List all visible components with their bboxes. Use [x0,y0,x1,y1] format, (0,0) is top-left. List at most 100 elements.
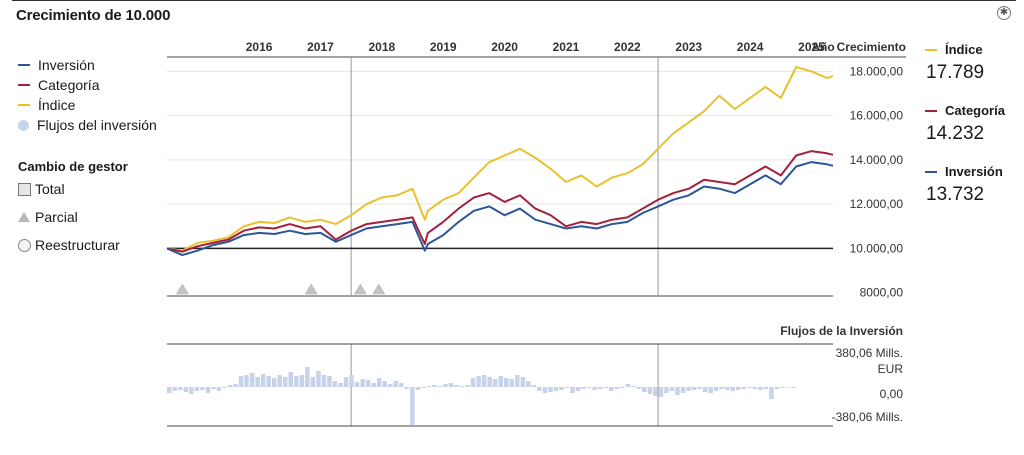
flow-bar [675,387,680,395]
flow-bar [283,377,288,387]
manager-change-title: Cambio de gestor [18,159,128,174]
flow-bar [470,378,476,387]
x-tick-label: 2025 [798,40,825,54]
flow-bar [266,376,271,387]
y-tick-label: 10.000,00 [850,241,904,255]
legend-item-categoria[interactable]: Categoría [18,75,157,95]
flow-bar [509,379,514,387]
flow-bar [642,387,647,392]
flow-bar [575,387,581,391]
x-tick-label: 2018 [368,40,395,54]
flow-bar [763,387,769,389]
flow-bar [620,387,625,388]
flow-bar [189,387,194,394]
flow-bar [553,387,559,391]
flow-bar [730,387,735,391]
flow-bar [216,387,222,391]
flow-bar [653,387,658,396]
flow-bar [609,387,614,391]
flows-tick-label: 380,06 Mills. [836,346,903,360]
manager-change-total[interactable]: Total [18,181,65,197]
flow-bar [492,379,498,387]
legend-item-indice[interactable]: Índice [18,95,157,115]
flow-bar [669,387,675,391]
flow-bar [172,387,177,391]
x-tick-label: 2016 [246,40,273,54]
flow-bar [780,387,785,388]
flow-bar [515,375,520,387]
manager-change-label: Total [35,181,65,197]
flows-tick-label: 0,00 [880,387,904,401]
flow-bar [526,381,531,387]
manager-change-marker [175,283,189,295]
manager-change-reestructurar[interactable]: Reestructurar [18,237,120,253]
y-tick-label: 16.000,00 [850,109,904,123]
chart-title: Crecimiento de 10.000 [16,7,171,24]
x-axis-label: Año [811,40,834,54]
manager-change-parcial[interactable]: Parcial [18,209,78,225]
flow-bar [360,379,365,387]
flow-bar [443,384,448,387]
flow-bar [404,387,410,389]
x-tick-label: 2021 [553,40,580,54]
manager-change-marker [372,283,386,295]
flow-bar [719,387,724,389]
flow-bar [548,387,553,392]
x-tick-label: 2023 [675,40,702,54]
flow-bar [537,387,542,391]
flow-bar [603,387,608,388]
flow-bar [736,387,741,390]
flow-bar [332,381,338,387]
flow-bar [272,378,277,387]
series-line-indice [166,66,834,252]
flow-bar [376,378,382,387]
summary-value: 17.789 [926,62,985,83]
summary-indice: Índice 17.789 [925,42,984,84]
flow-bar [708,387,713,393]
flow-bar [167,387,172,393]
circle-icon [18,238,31,252]
flow-bar [487,377,492,387]
summary-value: 13.732 [926,184,985,205]
flow-bar [200,387,205,390]
flow-bar [249,373,255,387]
flow-bar [288,372,293,387]
flow-bar [531,385,537,387]
flow-bar [205,387,211,393]
y-tick-label: 8000,00 [860,286,904,300]
series-legend: Inversión Categoría Índice Flujos del in… [18,55,157,135]
flow-bar [481,375,487,387]
legend-label: Índice [38,97,76,113]
summary-inversion: Inversión 13.732 [925,164,1003,206]
summary-label: Índice [945,42,983,57]
flow-bar [426,386,432,387]
flow-bar [299,375,305,387]
flow-bar [349,375,354,387]
line-swatch-icon [18,84,30,86]
flow-bar [338,383,343,387]
series-line-categoria [166,150,834,253]
legend-item-flujos[interactable]: Flujos del inversión [18,115,157,135]
summary-categoria: Categoría 14.232 [925,103,1005,145]
y-tick-label: 12.000,00 [850,197,904,211]
manager-change-label: Parcial [35,209,78,225]
line-swatch-icon [925,48,937,51]
flow-bar [238,376,244,387]
summary-label: Categoría [945,103,1005,118]
flow-bar [432,385,437,387]
flow-bar [327,376,332,387]
flow-bar [625,384,630,387]
flow-bar [437,386,443,387]
settings-icon[interactable]: ✱ [997,6,1011,20]
flow-bar [542,387,548,393]
line-swatch-icon [18,104,30,106]
flow-bar [410,387,415,425]
flow-bar [194,387,200,391]
flow-bar [399,383,404,387]
legend-item-inversion[interactable]: Inversión [18,55,157,75]
flow-bar [504,378,509,387]
x-tick-label: 2024 [737,40,764,54]
flow-bar [586,387,592,388]
flow-bar [421,387,426,388]
flow-bar [382,381,387,387]
